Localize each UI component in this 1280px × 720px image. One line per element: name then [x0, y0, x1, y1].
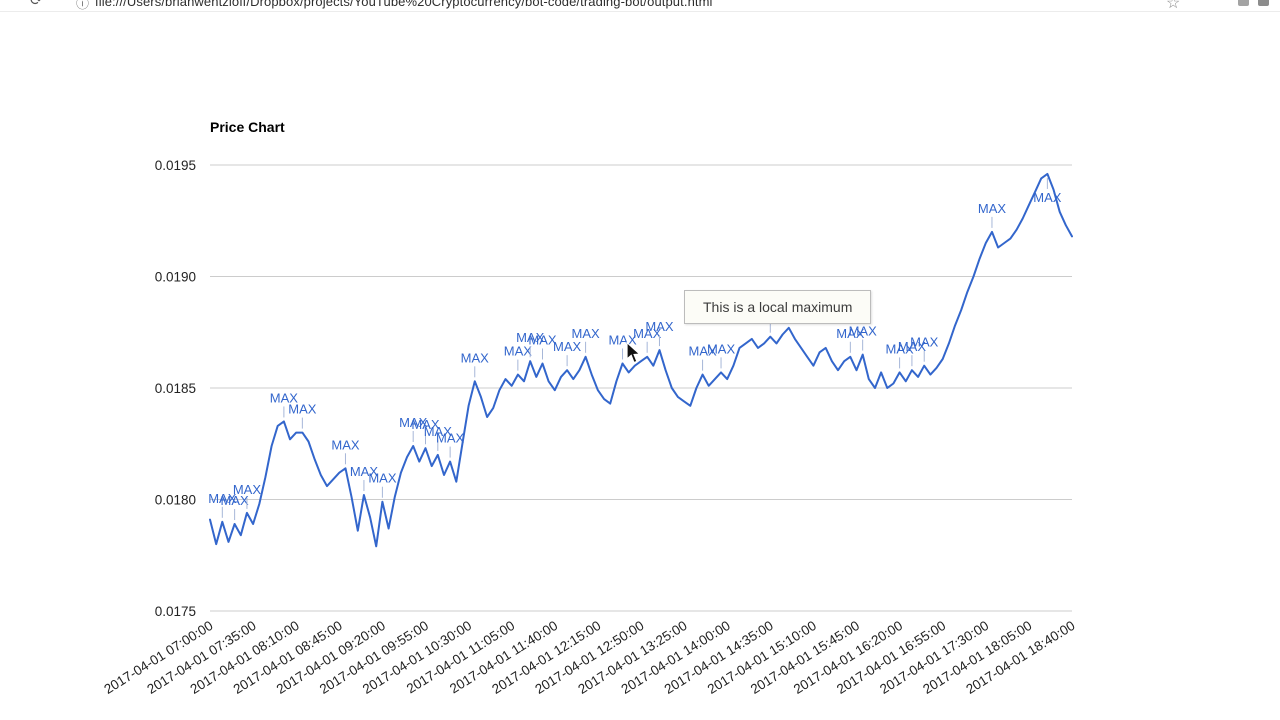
max-annotation-label[interactable]: MAX: [350, 464, 379, 479]
max-annotation-label[interactable]: MAX: [516, 330, 545, 345]
max-annotation-label[interactable]: MAX: [368, 471, 397, 486]
max-annotation-label[interactable]: MAX: [978, 201, 1007, 216]
price-series-line[interactable]: [209, 172, 1073, 548]
max-annotation-label[interactable]: MAX: [910, 335, 939, 350]
y-axis-label: 0.0175: [155, 604, 196, 619]
max-annotation-label[interactable]: MAX: [553, 339, 582, 354]
reload-icon[interactable]: ⟳: [30, 0, 43, 9]
toolbar-icon-fragment[interactable]: [1258, 0, 1269, 6]
max-annotation-label[interactable]: MAX: [898, 339, 927, 354]
max-annotation-label[interactable]: MAX: [436, 431, 465, 446]
max-annotation-label[interactable]: MAX: [208, 491, 237, 506]
tooltip-text: This is a local maximum: [703, 299, 853, 315]
max-annotation-label[interactable]: MAX: [331, 437, 360, 452]
y-axis-label: 0.0195: [155, 158, 196, 173]
max-annotation-label[interactable]: MAX: [411, 417, 440, 432]
max-annotation-label[interactable]: MAX: [528, 332, 557, 347]
chart-title: Price Chart: [210, 119, 285, 135]
max-annotation-label[interactable]: MAX: [707, 341, 736, 356]
max-annotation-label[interactable]: MAX: [504, 344, 533, 359]
browser-address-bar[interactable]: ⟳ ⓘ file:///Users/brianwentzloff/Dropbox…: [0, 0, 1280, 12]
max-annotation-label[interactable]: MAX: [461, 350, 490, 365]
max-annotation-label[interactable]: MAX: [849, 324, 878, 339]
max-annotation-label[interactable]: MAX: [270, 390, 299, 405]
max-annotation-label[interactable]: MAX: [233, 482, 262, 497]
toolbar-icon-fragment[interactable]: [1238, 0, 1249, 6]
max-annotation-label[interactable]: MAX: [288, 402, 317, 417]
y-axis-label: 0.0190: [155, 270, 196, 285]
max-annotation-label[interactable]: MAX: [1033, 190, 1062, 205]
page-info-icon[interactable]: ⓘ: [76, 0, 90, 11]
y-axis-label: 0.0185: [155, 381, 196, 396]
bookmark-star-icon[interactable]: ☆: [1166, 0, 1181, 12]
max-annotation-label[interactable]: MAX: [399, 415, 428, 430]
max-annotation-label[interactable]: MAX: [424, 424, 453, 439]
max-annotation-label[interactable]: MAX: [688, 344, 717, 359]
max-annotation-label[interactable]: MAX: [633, 326, 662, 341]
max-annotation-label[interactable]: MAX: [645, 319, 674, 334]
max-annotation-label[interactable]: MAX: [571, 326, 600, 341]
max-annotation-label[interactable]: MAX: [886, 341, 915, 356]
chart-tooltip: This is a local maximum: [684, 290, 872, 324]
url-text[interactable]: file:///Users/brianwentzloff/Dropbox/pro…: [95, 0, 713, 9]
max-annotation-label[interactable]: MAX: [221, 493, 250, 508]
mouse-cursor-icon: [626, 341, 644, 371]
max-annotation-label[interactable]: MAX: [836, 326, 865, 341]
max-annotation-label[interactable]: MAX: [608, 332, 637, 347]
y-axis-label: 0.0180: [155, 493, 196, 508]
